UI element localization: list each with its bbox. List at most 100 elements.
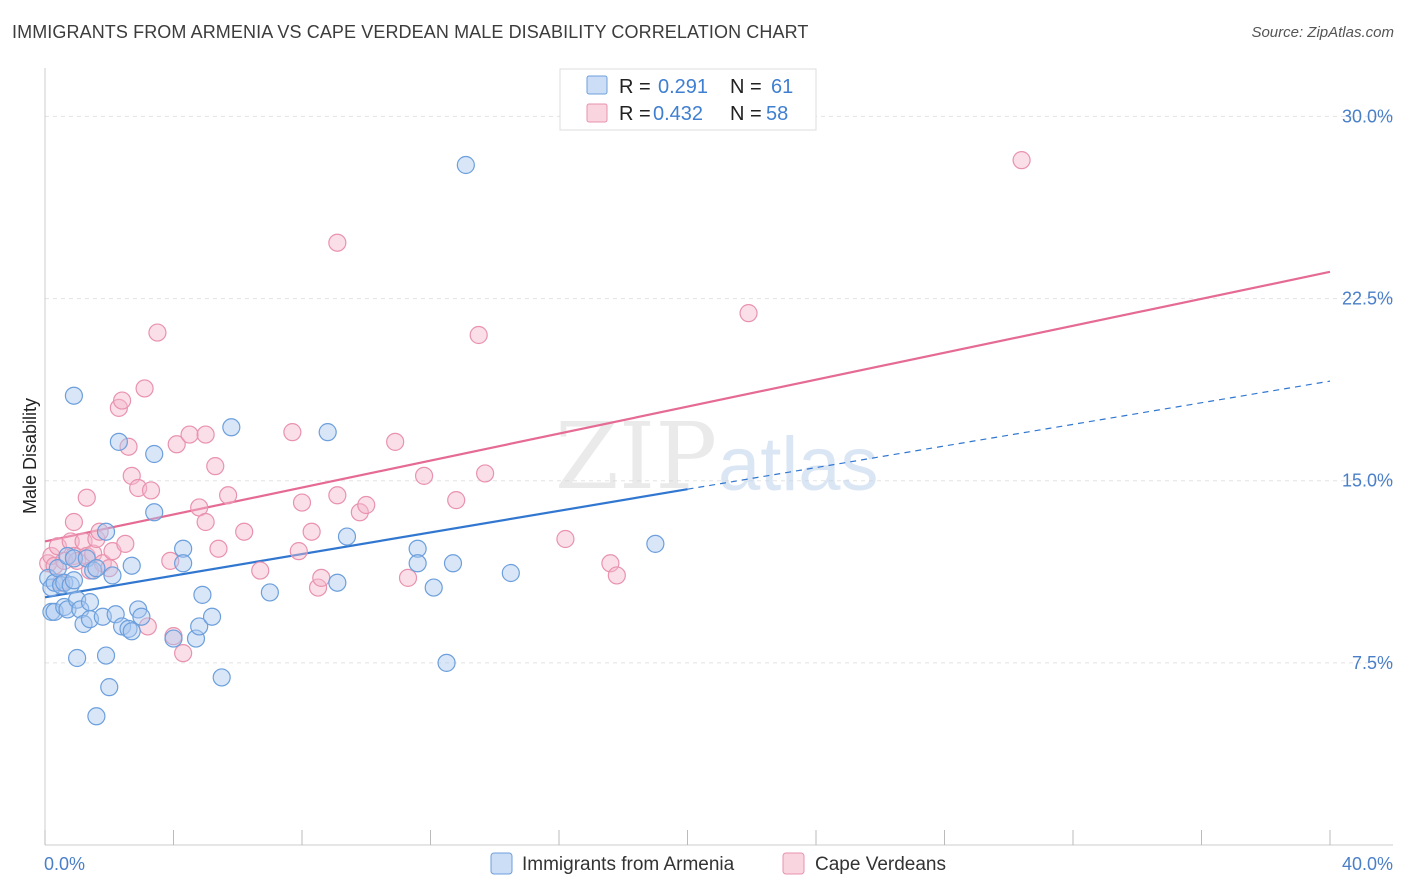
bottom-legend-swatch-armenia [490, 852, 513, 875]
x-tick-label-max: 40.0% [1342, 854, 1393, 874]
point-armenia [109, 432, 128, 451]
bottom-legend: Immigrants from Armenia Cape Verdeans [490, 852, 946, 875]
point-armenia [96, 522, 116, 541]
point-cape-verdeans [476, 464, 495, 483]
x-tick-label-min: 0.0% [44, 854, 85, 874]
y-tick-label: 15.0% [1342, 471, 1393, 491]
chart-source: Source: ZipAtlas.com [1251, 24, 1394, 41]
point-cape-verdeans [64, 512, 84, 532]
point-armenia [80, 593, 100, 612]
trend-lines [44, 270, 1331, 599]
point-armenia [202, 607, 222, 626]
chart-title: IMMIGRANTS FROM ARMENIA VS CAPE VERDEAN … [12, 22, 809, 42]
point-cape-verdeans [77, 488, 96, 507]
watermark-zip: ZIP [555, 403, 717, 510]
point-cape-verdeans [308, 578, 328, 597]
point-armenia [424, 578, 443, 597]
point-cape-verdeans [196, 425, 215, 444]
point-cape-verdeans [148, 323, 167, 342]
point-cape-verdeans [312, 568, 331, 587]
point-armenia [122, 622, 141, 641]
point-cape-verdeans [302, 522, 321, 541]
legend-n-label-armenia: N = [730, 76, 762, 98]
point-cape-verdeans [398, 568, 418, 587]
point-armenia [222, 418, 241, 437]
point-cape-verdeans [414, 466, 434, 485]
point-armenia [501, 563, 520, 583]
point-cape-verdeans [328, 233, 347, 252]
legend-swatch-armenia [586, 75, 608, 95]
point-armenia [174, 554, 193, 573]
point-armenia [190, 617, 209, 636]
data-points [39, 151, 1031, 726]
point-armenia [132, 607, 151, 626]
bottom-legend-swatch-cape-verdeans [782, 852, 805, 875]
point-armenia [328, 573, 347, 592]
point-armenia [212, 668, 231, 687]
point-cape-verdeans [141, 481, 161, 500]
point-armenia [87, 707, 106, 726]
point-armenia [174, 539, 193, 558]
legend-n-label-cape-verdeans: N = [730, 103, 762, 125]
point-armenia [260, 583, 279, 602]
legend-r-value-armenia: 0.291 [658, 76, 708, 98]
legend-r-value-cape-verdeans: 0.432 [653, 103, 703, 125]
point-cape-verdeans [112, 391, 132, 410]
trend-line-cape-verdeans [44, 270, 1331, 543]
y-tick-labels: 7.5% 15.0% 22.5% 30.0% [1342, 106, 1393, 672]
top-legend: R = 0.291 N = 61 R = 0.432 N = 58 [559, 68, 817, 131]
point-armenia [64, 571, 84, 590]
grid-lines [45, 115, 1393, 664]
point-cape-verdeans [196, 512, 215, 532]
point-cape-verdeans [174, 644, 193, 663]
point-cape-verdeans [283, 423, 302, 442]
trend-line-armenia-extension [687, 380, 1331, 490]
point-armenia [58, 600, 77, 619]
point-cape-verdeans [116, 534, 135, 553]
point-cape-verdeans [219, 486, 238, 505]
y-tick-label: 22.5% [1342, 289, 1393, 309]
point-cape-verdeans [469, 325, 488, 345]
point-cape-verdeans [447, 491, 466, 510]
point-armenia [456, 155, 475, 175]
point-cape-verdeans [135, 379, 154, 398]
point-armenia [103, 566, 122, 585]
point-cape-verdeans [289, 542, 308, 561]
point-armenia [100, 678, 119, 697]
point-armenia [64, 386, 84, 405]
legend-r-label-armenia: R = [619, 76, 651, 98]
point-cape-verdeans [357, 495, 376, 515]
point-armenia [87, 559, 106, 578]
point-cape-verdeans [90, 522, 109, 541]
legend-swatch-cape-verdeans [586, 103, 608, 123]
point-cape-verdeans [235, 522, 254, 541]
point-cape-verdeans [119, 437, 138, 456]
point-armenia [443, 554, 463, 573]
point-cape-verdeans [328, 486, 347, 505]
point-cape-verdeans [386, 432, 405, 451]
bottom-legend-label-armenia: Immigrants from Armenia [522, 854, 735, 875]
point-armenia [96, 646, 116, 665]
point-cape-verdeans [292, 493, 312, 512]
point-armenia [437, 653, 456, 672]
point-armenia [408, 539, 427, 558]
point-cape-verdeans [556, 529, 575, 549]
point-armenia [145, 444, 164, 464]
point-armenia [84, 561, 103, 580]
legend-n-value-cape-verdeans: 58 [766, 103, 788, 125]
watermark-atlas: atlas [718, 422, 879, 507]
point-armenia [122, 556, 141, 575]
point-cape-verdeans [251, 561, 270, 580]
point-armenia [119, 619, 138, 638]
point-armenia [71, 600, 90, 619]
point-armenia [193, 585, 212, 604]
bottom-legend-label-cape-verdeans: Cape Verdeans [815, 854, 946, 875]
y-axis-title: Male Disability [20, 398, 40, 514]
point-cape-verdeans [607, 566, 626, 585]
point-cape-verdeans [739, 304, 758, 323]
y-tick-label: 7.5% [1352, 653, 1393, 673]
point-armenia [164, 629, 183, 648]
point-cape-verdeans [167, 435, 186, 454]
legend-r-label-cape-verdeans: R = [619, 103, 651, 125]
zipatlas-watermark: ZIP atlas [555, 403, 879, 510]
